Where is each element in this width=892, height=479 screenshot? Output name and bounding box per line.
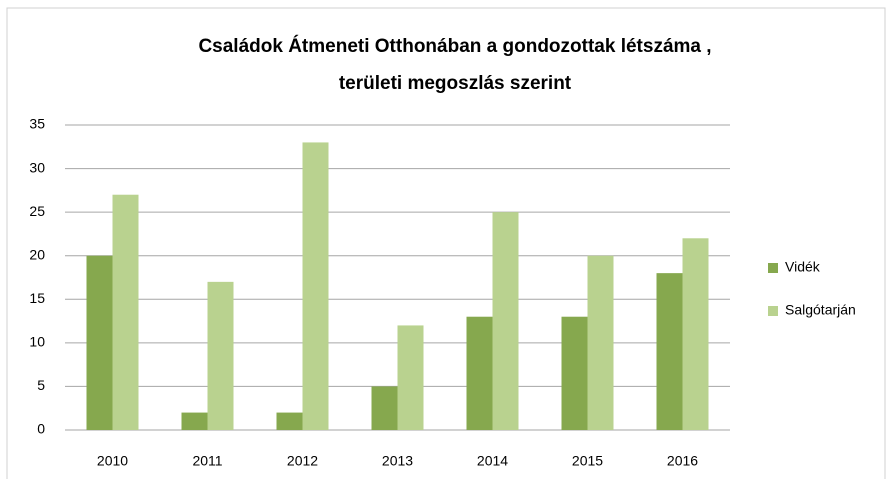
legend-swatch xyxy=(768,306,778,316)
y-tick-label: 35 xyxy=(29,116,45,132)
x-tick-label: 2011 xyxy=(192,453,222,469)
bar xyxy=(656,273,683,430)
x-tick-label: 2015 xyxy=(572,453,603,469)
bar xyxy=(561,316,588,430)
x-tick-label: 2014 xyxy=(477,453,508,469)
x-tick-label: 2013 xyxy=(382,453,413,469)
y-tick-label: 30 xyxy=(29,159,45,175)
bar xyxy=(86,255,113,430)
x-tick-label: 2016 xyxy=(667,453,698,469)
bar xyxy=(397,325,424,430)
chart-title: területi megoszlás szerint xyxy=(339,73,572,94)
chart-frame xyxy=(6,7,886,479)
x-tick-label: 2010 xyxy=(97,453,128,469)
y-tick-label: 10 xyxy=(29,334,45,350)
y-tick-label: 0 xyxy=(37,421,45,437)
y-tick-label: 25 xyxy=(29,203,45,219)
legend-label: Salgótarján xyxy=(785,302,856,318)
y-tick-label: 15 xyxy=(29,290,45,306)
y-tick-label: 5 xyxy=(37,377,45,393)
bar xyxy=(492,212,519,430)
x-tick-label: 2012 xyxy=(287,453,318,469)
y-tick-label: 20 xyxy=(29,246,45,262)
bar xyxy=(207,281,234,430)
legend-label: Vidék xyxy=(785,259,821,275)
bar xyxy=(371,386,398,430)
bar xyxy=(466,316,493,430)
legend-swatch xyxy=(768,263,778,273)
bar xyxy=(276,412,303,430)
bar xyxy=(587,255,614,430)
bar xyxy=(302,142,329,430)
bar xyxy=(682,238,709,430)
chart-title: Családok Átmeneti Otthonában a gondozott… xyxy=(198,35,711,57)
bar xyxy=(112,194,139,430)
bar xyxy=(181,412,208,430)
